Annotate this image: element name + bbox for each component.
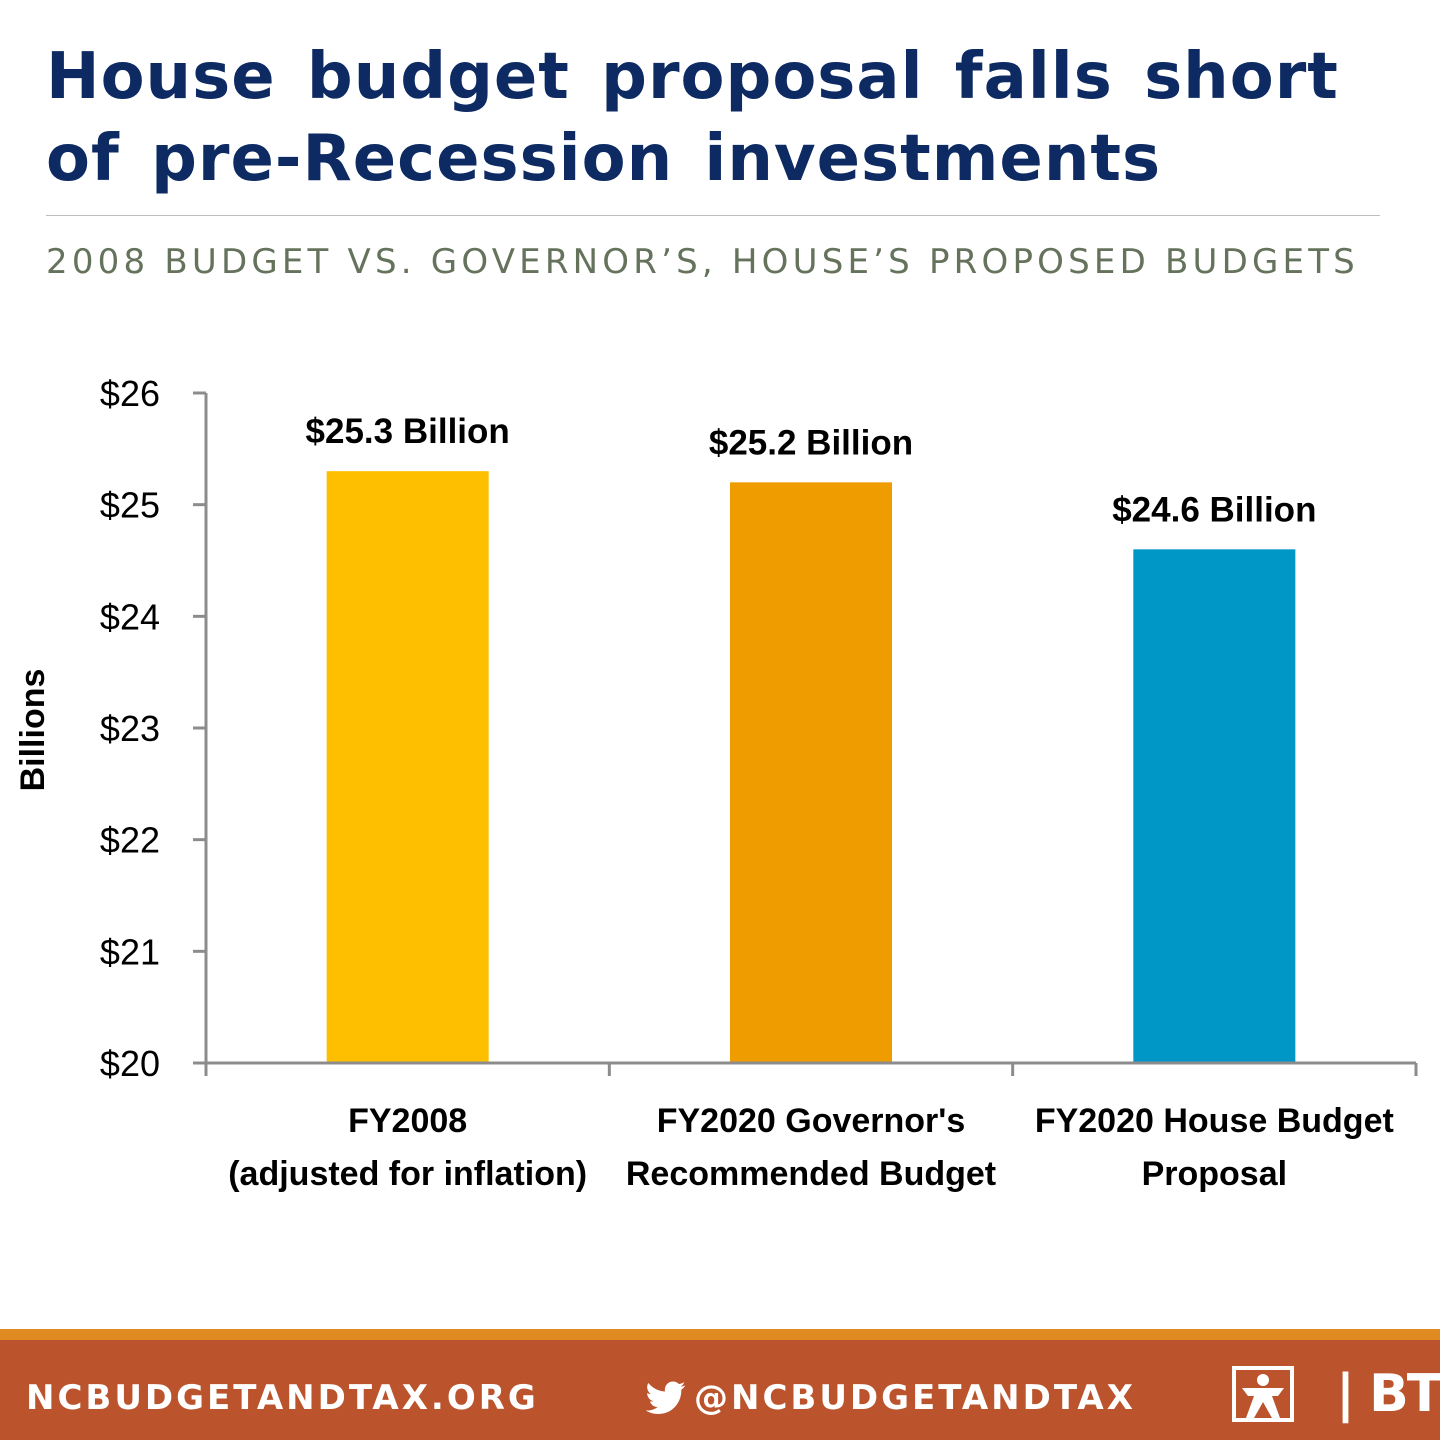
x-category-label: Proposal	[1142, 1155, 1287, 1193]
twitter-handle-text: @NCBUDGETANDTAX	[694, 1378, 1136, 1418]
title-divider	[46, 215, 1380, 216]
twitter-bird-icon	[645, 1381, 686, 1414]
data-label: $24.6 Billion	[1112, 490, 1316, 529]
x-category-label: FY2020 Governor's	[657, 1102, 966, 1140]
bar-chart: Billions $20 $21 $22 $23 $24 $25 $26 $25.3 Billi…	[14, 373, 1418, 1193]
y-tick-label: $21	[100, 931, 160, 972]
x-category-label: Recommended Budget	[626, 1155, 996, 1193]
y-tick-label: $26	[100, 373, 160, 414]
y-tick-label: $22	[100, 820, 160, 861]
bar	[730, 482, 892, 1062]
footer-twitter-handle[interactable]: @NCBUDGETANDTAX	[645, 1378, 1136, 1418]
footer-website-link[interactable]: NCBUDGETANDTAX.ORG	[26, 1378, 539, 1418]
x-category-label: (adjusted for inflation)	[228, 1155, 587, 1193]
y-tick-label: $23	[100, 708, 160, 749]
brand-logo: | BTC	[1232, 1364, 1440, 1426]
y-tick-label: $20	[100, 1043, 160, 1084]
data-label: $25.3 Billion	[306, 412, 510, 451]
x-category-label: FY2020 House Budget	[1035, 1102, 1394, 1140]
chart-title: House budget proposal falls short of pre…	[46, 40, 1339, 196]
btc-logo-icon	[1232, 1366, 1294, 1422]
y-tick-label: $25	[100, 485, 160, 526]
chart-subtitle: 2008 BUDGET VS. GOVERNOR’S, HOUSE’S PROP…	[46, 242, 1359, 282]
footer-bar: NCBUDGETANDTAX.ORG @NCBUDGETANDTAX | BTC	[0, 1329, 1440, 1440]
brand-wordmark: | BTC	[1336, 1364, 1440, 1424]
bar	[1133, 549, 1296, 1062]
x-category-label: FY2008	[348, 1102, 467, 1140]
data-label: $25.2 Billion	[709, 423, 913, 462]
y-axis-title: Billions	[14, 669, 52, 792]
y-tick-label: $24	[100, 596, 160, 637]
bar	[326, 471, 489, 1062]
